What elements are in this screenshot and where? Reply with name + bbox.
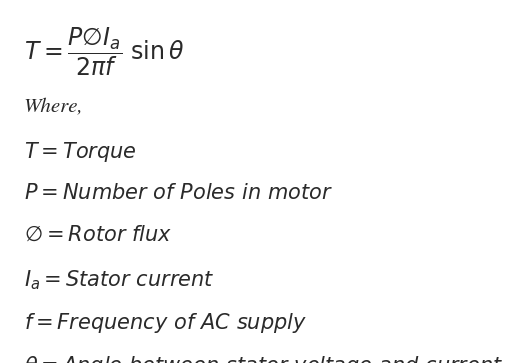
Text: $P = Number\ of\ Poles\ in\ motor$: $P = Number\ of\ Poles\ in\ motor$ (24, 183, 333, 203)
Text: $f = Frequency\ of\ AC\ supply$: $f = Frequency\ of\ AC\ supply$ (24, 311, 307, 335)
Text: $\varnothing = Rotor\ flux$: $\varnothing = Rotor\ flux$ (24, 225, 172, 245)
Text: $T = \dfrac{P\varnothing I_a}{2\pi f}\ \sin\theta$: $T = \dfrac{P\varnothing I_a}{2\pi f}\ \… (24, 25, 184, 78)
Text: Where,: Where, (24, 98, 83, 117)
Text: $I_a = Stator\ current$: $I_a = Stator\ current$ (24, 268, 214, 292)
Text: $\theta = Angle\ between\ stator\ voltage\ and\ current$: $\theta = Angle\ between\ stator\ voltag… (24, 354, 503, 363)
Text: $T = Torque$: $T = Torque$ (24, 140, 136, 164)
